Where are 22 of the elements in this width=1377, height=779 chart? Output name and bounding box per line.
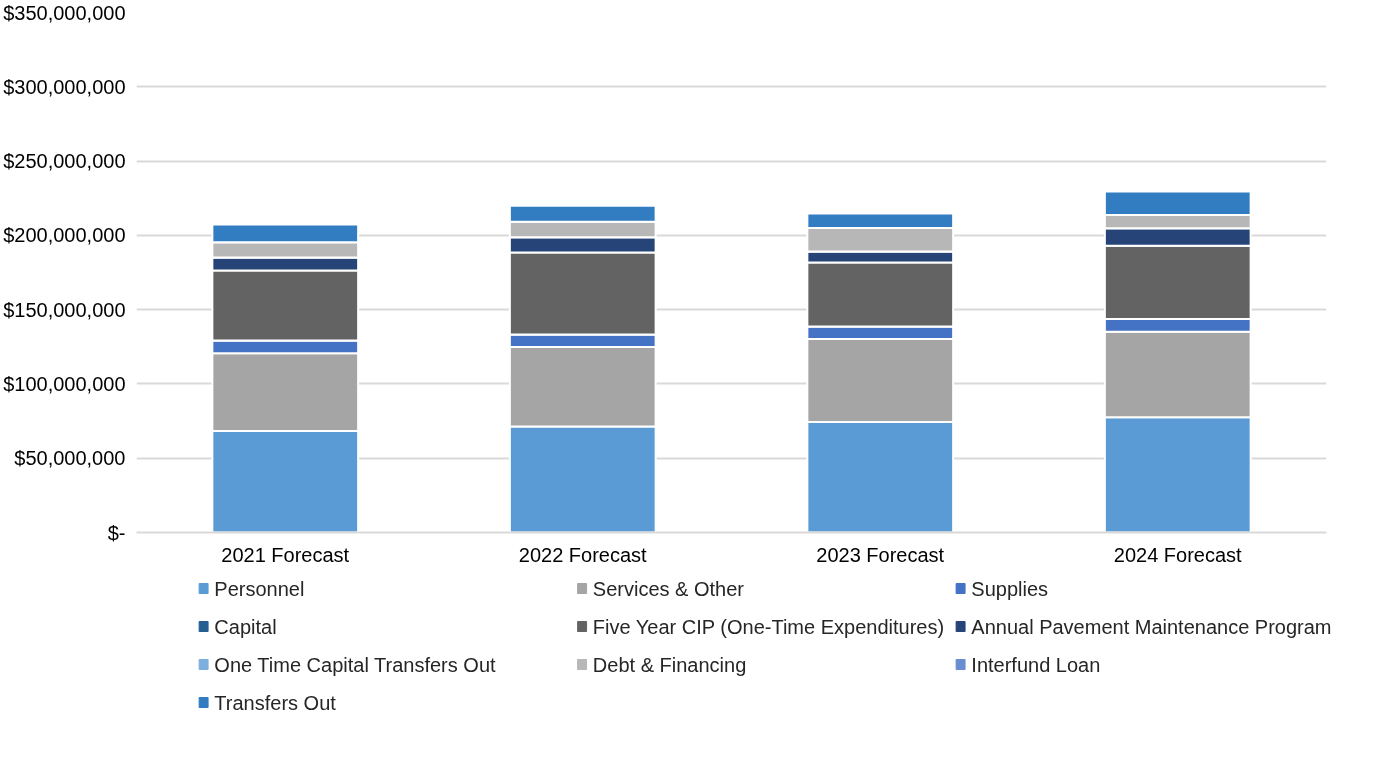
x-tick-label: 2021 Forecast (221, 543, 350, 566)
legend-label: Debt & Financing (592, 653, 747, 676)
x-tick-label: 2022 Forecast (518, 543, 648, 566)
legend-label: Services & Other (592, 577, 745, 600)
legend-label: Supplies (971, 577, 1049, 600)
legend-label: Capital (214, 615, 277, 638)
x-tick-label: 2024 Forecast (1113, 543, 1243, 566)
legend-label: Annual Pavement Maintenance Program (971, 615, 1332, 638)
legend-label: Five Year CIP (One-Time Expenditures) (592, 615, 945, 638)
y-tick-label: $250,000,000 (3, 150, 126, 173)
x-tick-label: 2023 Forecast (816, 543, 945, 566)
y-tick-label: $300,000,000 (3, 75, 126, 98)
legend-label: Transfers Out (214, 691, 337, 714)
y-tick-label: $150,000,000 (3, 298, 126, 321)
y-tick-label: $- (107, 521, 126, 544)
legend-label: One Time Capital Transfers Out (214, 653, 497, 676)
y-tick-label: $50,000,000 (14, 447, 126, 470)
legend-label: Interfund Loan (971, 653, 1101, 676)
legend-label: Personnel (214, 577, 305, 600)
y-tick-label: $350,000,000 (3, 1, 126, 24)
y-tick-label: $100,000,000 (3, 372, 126, 395)
y-tick-label: $200,000,000 (3, 224, 126, 247)
